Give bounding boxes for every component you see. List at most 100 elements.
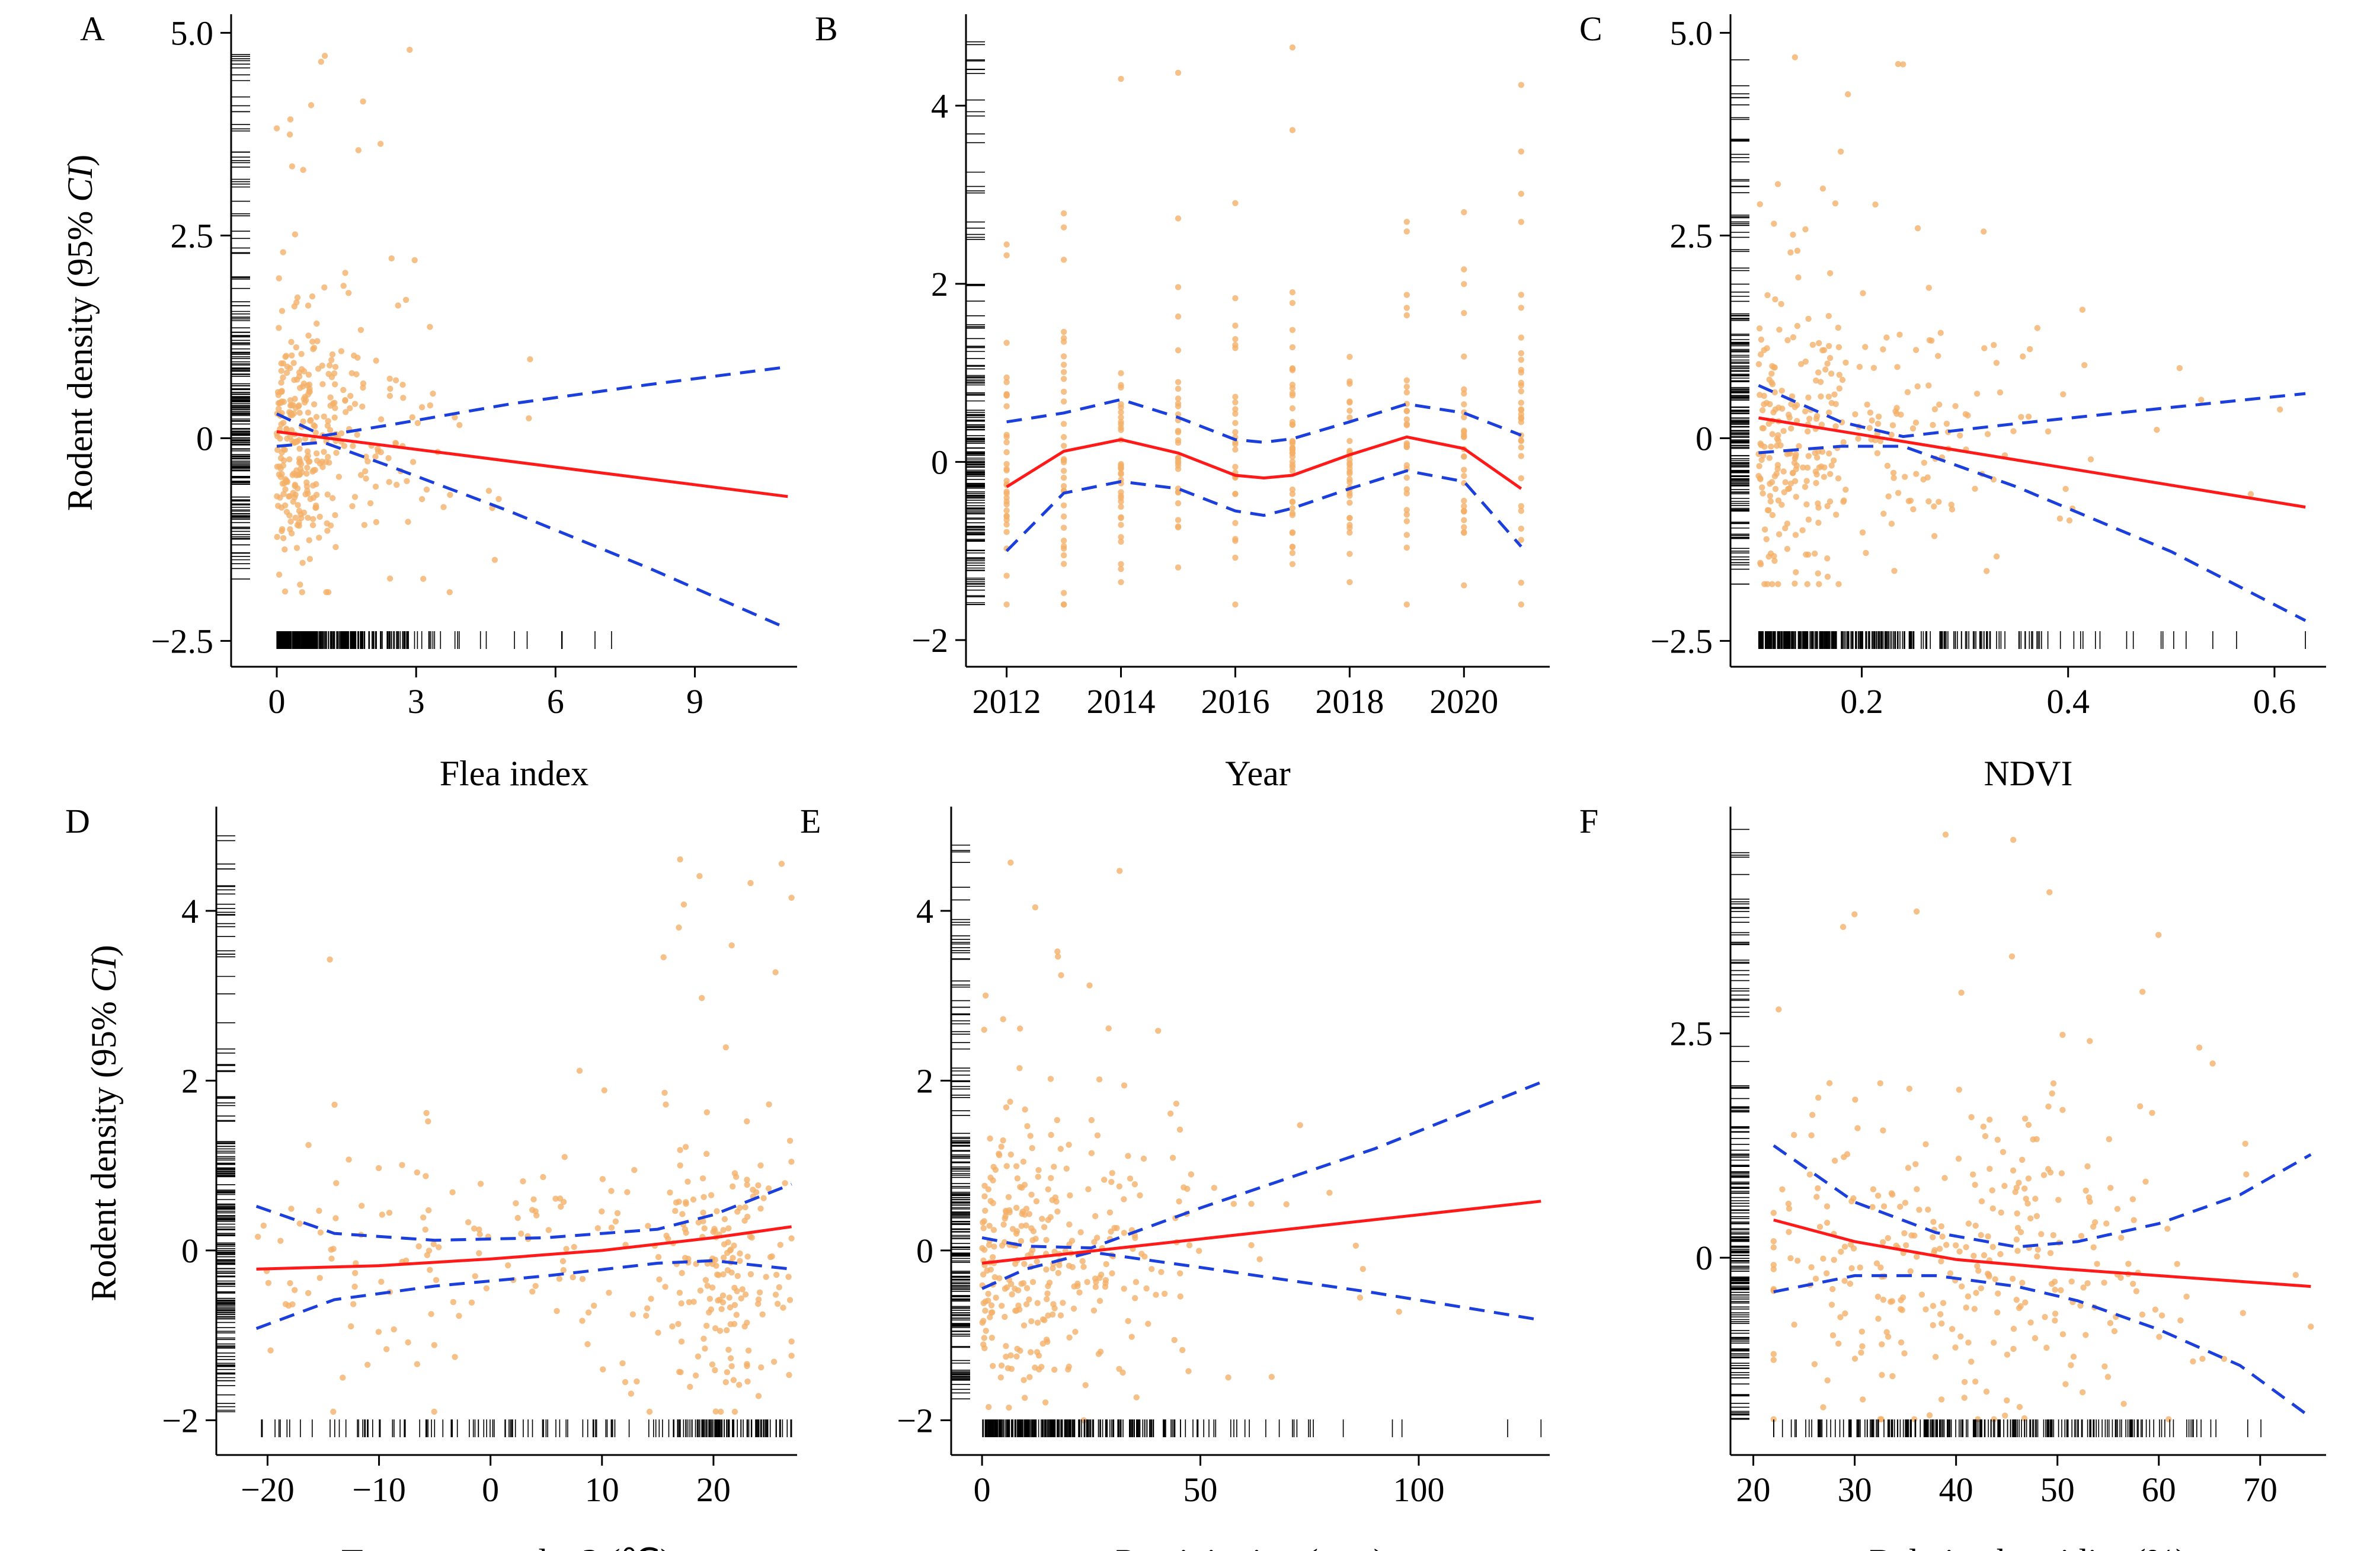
data-point bbox=[277, 1237, 284, 1244]
data-point bbox=[1175, 215, 1182, 222]
data-point bbox=[1873, 1260, 1880, 1267]
data-point bbox=[2114, 1205, 2121, 1213]
data-point bbox=[288, 427, 295, 433]
data-point bbox=[1230, 1201, 1237, 1207]
data-point bbox=[1901, 1230, 1908, 1236]
data-point bbox=[1826, 1080, 1833, 1086]
data-point bbox=[1805, 428, 1811, 435]
data-point bbox=[2106, 1136, 2113, 1143]
data-point bbox=[1760, 490, 1766, 497]
data-point bbox=[1022, 1106, 1028, 1113]
data-point bbox=[1015, 1302, 1022, 1309]
data-point bbox=[677, 856, 683, 863]
data-point bbox=[372, 453, 379, 460]
data-point bbox=[1831, 1256, 1837, 1263]
data-point bbox=[278, 379, 284, 386]
data-point bbox=[287, 365, 293, 372]
data-point bbox=[476, 1250, 482, 1256]
data-point bbox=[744, 1181, 750, 1188]
data-point bbox=[730, 1377, 737, 1383]
data-point bbox=[1805, 453, 1812, 459]
x-tick-label: 6 bbox=[547, 682, 564, 721]
data-point bbox=[1819, 186, 1826, 192]
data-point bbox=[676, 1198, 682, 1205]
data-point bbox=[1937, 1245, 1943, 1252]
data-point bbox=[1805, 394, 1812, 401]
data-point bbox=[338, 348, 345, 354]
data-point bbox=[980, 1317, 987, 1324]
data-point bbox=[1922, 1141, 1929, 1147]
data-point bbox=[1772, 485, 1779, 493]
data-point bbox=[1930, 421, 1936, 428]
data-point bbox=[1003, 1104, 1010, 1111]
data-point bbox=[1461, 472, 1467, 479]
data-point bbox=[1780, 468, 1787, 475]
data-point bbox=[1001, 1239, 1008, 1246]
data-point bbox=[656, 1276, 663, 1283]
data-point bbox=[1003, 601, 1010, 608]
data-point bbox=[351, 401, 359, 407]
data-point bbox=[1757, 476, 1764, 482]
data-point bbox=[341, 443, 348, 449]
data-point bbox=[1080, 1264, 1087, 1270]
data-point bbox=[1949, 1326, 1956, 1332]
data-point bbox=[1188, 1171, 1195, 1178]
data-point bbox=[1989, 1205, 1996, 1212]
data-point bbox=[1864, 401, 1870, 408]
data-point bbox=[1346, 579, 1353, 586]
data-point bbox=[665, 1236, 671, 1242]
data-point bbox=[1131, 1181, 1138, 1188]
data-point bbox=[311, 401, 318, 408]
data-point bbox=[981, 1026, 987, 1033]
data-point bbox=[718, 1306, 725, 1312]
data-point bbox=[1918, 1291, 1925, 1298]
data-point bbox=[1003, 478, 1010, 484]
data-point bbox=[1346, 514, 1353, 522]
data-point bbox=[1518, 388, 1524, 395]
data-point bbox=[712, 1367, 718, 1374]
data-point bbox=[306, 537, 312, 543]
y-tick-label: 0 bbox=[931, 443, 948, 481]
data-point bbox=[2085, 1194, 2093, 1201]
data-point bbox=[1903, 1242, 1909, 1249]
data-point bbox=[1831, 391, 1838, 398]
data-point bbox=[2001, 1182, 2008, 1189]
data-point bbox=[1127, 1175, 1134, 1182]
ci-upper-line bbox=[1773, 1144, 2312, 1249]
data-point bbox=[1117, 868, 1123, 874]
fit-line bbox=[1773, 1219, 2311, 1288]
data-point bbox=[672, 1208, 679, 1214]
data-point bbox=[1859, 529, 1866, 536]
data-point bbox=[744, 1253, 751, 1260]
data-point bbox=[1088, 1117, 1095, 1124]
data-point bbox=[1461, 310, 1467, 316]
data-point bbox=[1169, 1155, 1176, 1161]
data-point bbox=[2079, 306, 2086, 313]
data-point bbox=[1775, 432, 1781, 439]
data-point bbox=[1175, 437, 1182, 443]
data-point bbox=[1153, 1291, 1159, 1298]
data-point bbox=[1836, 385, 1842, 392]
data-point bbox=[452, 414, 458, 421]
data-point bbox=[1232, 601, 1239, 608]
data-point bbox=[330, 1408, 337, 1415]
data-point bbox=[1912, 419, 1920, 426]
data-point bbox=[1029, 1145, 1035, 1152]
data-point bbox=[280, 457, 287, 464]
data-point bbox=[1019, 1184, 1025, 1191]
data-point bbox=[1770, 1416, 1777, 1422]
data-point bbox=[2058, 1170, 2065, 1176]
data-point bbox=[612, 1218, 619, 1225]
data-point bbox=[1931, 533, 1938, 539]
data-point bbox=[2125, 1261, 2132, 1267]
data-point bbox=[338, 430, 345, 437]
data-point bbox=[327, 362, 333, 369]
data-point bbox=[1825, 394, 1832, 400]
data-point bbox=[1778, 501, 1785, 508]
data-point bbox=[430, 391, 436, 397]
data-point bbox=[1149, 1266, 1155, 1272]
data-point bbox=[1028, 1349, 1034, 1355]
data-point bbox=[1835, 475, 1842, 482]
